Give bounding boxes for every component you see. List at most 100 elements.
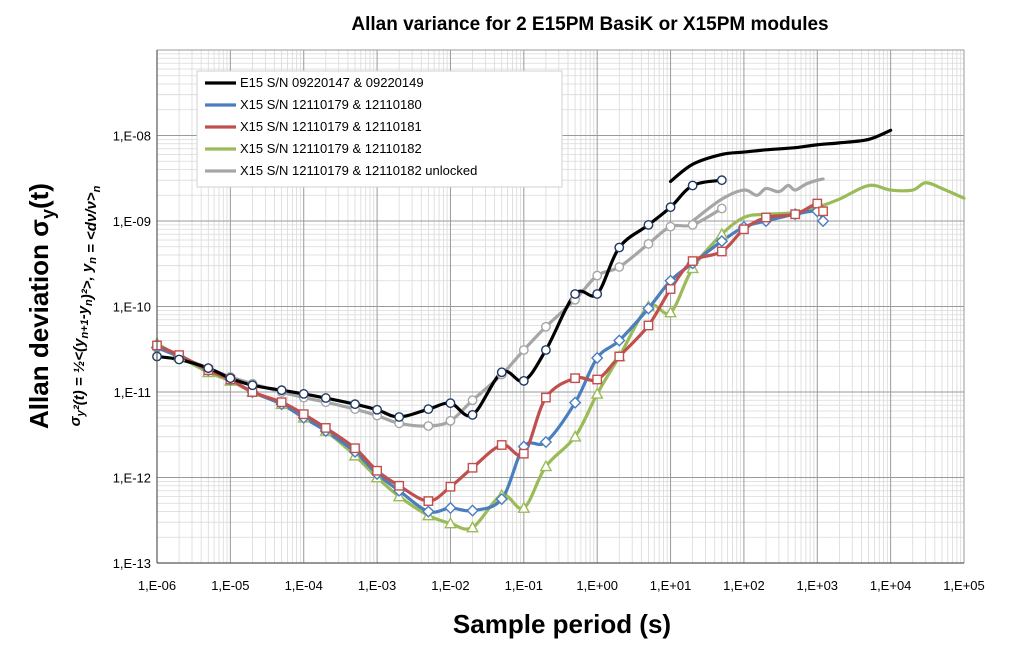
y-axis-title-main: Allan deviation σy(t) bbox=[24, 183, 58, 429]
data-point-circle bbox=[203, 363, 214, 374]
x-tick-label: 1,E-04 bbox=[285, 578, 323, 593]
series-path-tail bbox=[668, 128, 893, 184]
data-point-triangle bbox=[539, 459, 553, 472]
data-point-diamond bbox=[444, 501, 457, 515]
data-point-square bbox=[592, 374, 603, 385]
data-point-diamond bbox=[495, 492, 508, 506]
data-point-circle bbox=[518, 345, 529, 355]
data-point-square bbox=[665, 284, 676, 294]
data-point-circle bbox=[174, 354, 184, 365]
x-tick-label: 1,E+05 bbox=[943, 578, 985, 593]
legend-entry: E15 S/N 09220147 & 09220149 bbox=[240, 75, 424, 90]
data-point-circle bbox=[716, 175, 727, 186]
legend-entry: X15 S/N 12110179 & 12110182 bbox=[240, 141, 422, 156]
series-markers-1 bbox=[152, 175, 727, 422]
y-tick-label: 1,E-13 bbox=[113, 556, 151, 571]
data-point-square bbox=[716, 246, 727, 257]
data-point-square bbox=[423, 496, 434, 506]
data-point-square bbox=[276, 397, 287, 408]
data-point-triangle bbox=[664, 305, 677, 318]
x-tick-label: 1,E+04 bbox=[870, 578, 912, 593]
data-point-square bbox=[467, 462, 478, 473]
data-point-diamond bbox=[568, 396, 582, 409]
x-tick-label: 1,E-01 bbox=[505, 578, 543, 593]
data-point-square bbox=[687, 256, 698, 266]
data-point-square bbox=[394, 480, 405, 491]
y-tick-label: 1,E-10 bbox=[113, 300, 151, 315]
data-point-diamond bbox=[590, 351, 604, 365]
y-tick-label: 1,E-09 bbox=[113, 214, 151, 229]
data-point-square bbox=[541, 392, 551, 403]
data-point-diamond bbox=[422, 505, 435, 518]
data-point-circle bbox=[614, 262, 625, 272]
data-point-circle bbox=[687, 220, 698, 230]
data-point-square bbox=[818, 206, 828, 217]
data-point-circle bbox=[423, 421, 434, 431]
data-point-square bbox=[761, 212, 771, 223]
data-point-circle bbox=[570, 289, 580, 299]
legend-entry: X15 S/N 12110179 & 12110181 bbox=[240, 119, 422, 134]
data-point-circle bbox=[665, 202, 676, 213]
data-point-square bbox=[812, 198, 823, 209]
data-point-square bbox=[518, 448, 529, 459]
y-tick-label: 1,E-12 bbox=[113, 471, 151, 486]
y-axis-title-formula: σy²(t) = ½<(yn+1-yn)²>, yn = <dν/ν>n bbox=[67, 185, 103, 426]
x-tick-label: 1,E+00 bbox=[576, 578, 618, 593]
x-tick-label: 1,E+02 bbox=[723, 578, 765, 593]
y-axis-title: Allan deviation σy(t) σy²(t) = ½<(yn+1-yn… bbox=[24, 183, 103, 429]
legend: E15 S/N 09220147 & 09220149 X15 S/N 12110… bbox=[196, 70, 563, 188]
data-point-circle bbox=[496, 367, 507, 378]
x-tick-label: 1,E-06 bbox=[138, 578, 176, 593]
y-tick-label: 1,E-11 bbox=[114, 385, 151, 400]
data-point-diamond bbox=[539, 435, 553, 449]
data-point-circle bbox=[320, 393, 331, 403]
data-point-circle bbox=[276, 385, 287, 396]
series-markers bbox=[150, 175, 830, 533]
data-point-triangle bbox=[444, 516, 457, 529]
data-point-circle bbox=[518, 375, 529, 386]
data-point-circle bbox=[716, 203, 727, 214]
data-point-diamond bbox=[613, 334, 626, 347]
data-point-diamond bbox=[642, 302, 655, 315]
data-point-circle bbox=[592, 289, 603, 299]
y-tick-label: 1,E-08 bbox=[113, 129, 151, 144]
data-point-square bbox=[614, 351, 625, 362]
data-point-square bbox=[372, 465, 382, 476]
x-axis-title: Sample period (s) bbox=[453, 609, 671, 639]
data-point-circle bbox=[372, 404, 382, 415]
axes: 1,E-06 1,E-05 1,E-04 1,E-03 1,E-02 1,E-01 1,E+… bbox=[113, 50, 985, 593]
data-point-square bbox=[496, 440, 507, 450]
data-point-circle bbox=[614, 242, 625, 253]
data-point-circle bbox=[687, 180, 698, 191]
data-point-triangle bbox=[568, 430, 582, 442]
data-point-circle bbox=[592, 270, 603, 281]
data-point-square bbox=[320, 423, 331, 433]
data-point-square bbox=[570, 373, 580, 384]
data-point-circle bbox=[247, 380, 258, 391]
data-point-diamond bbox=[466, 504, 479, 517]
data-point-triangle bbox=[466, 520, 479, 533]
data-point-circle bbox=[541, 321, 551, 332]
series-path-tail bbox=[691, 177, 825, 223]
x-tick-label: 1,E-02 bbox=[431, 578, 469, 593]
data-point-circle bbox=[643, 220, 654, 230]
data-point-circle bbox=[665, 221, 676, 232]
data-point-circle bbox=[350, 399, 360, 410]
data-point-diamond bbox=[816, 214, 830, 228]
data-point-square bbox=[445, 481, 456, 492]
data-point-square bbox=[643, 320, 654, 331]
data-point-circle bbox=[298, 389, 309, 399]
data-point-square bbox=[739, 224, 749, 235]
legend-entry: X15 S/N 12110179 & 12110182 unlocked bbox=[240, 163, 477, 178]
data-point-circle bbox=[643, 238, 654, 249]
x-tick-label: 1,E+03 bbox=[796, 578, 838, 593]
data-point-square bbox=[298, 409, 309, 420]
data-point-diamond bbox=[715, 235, 729, 248]
data-point-circle bbox=[467, 409, 478, 420]
data-point-circle bbox=[467, 395, 478, 406]
data-point-square bbox=[790, 209, 801, 220]
data-point-circle bbox=[445, 415, 456, 426]
data-point-triangle bbox=[517, 501, 531, 513]
